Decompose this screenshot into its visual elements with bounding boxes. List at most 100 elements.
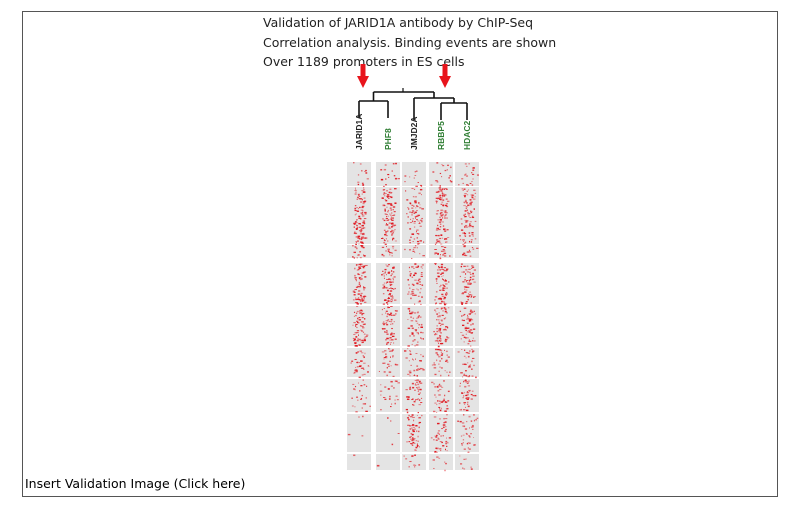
binding-event-mark <box>436 241 438 243</box>
binding-event-mark <box>361 325 364 327</box>
binding-event-mark <box>363 265 366 268</box>
binding-event-mark <box>463 458 466 460</box>
binding-event-mark <box>390 323 392 325</box>
binding-event-mark <box>395 380 398 382</box>
binding-event-mark <box>355 213 357 215</box>
binding-event-mark <box>385 356 388 359</box>
binding-event-mark <box>462 232 464 234</box>
binding-event-mark <box>363 384 366 386</box>
binding-event-mark <box>394 240 397 242</box>
binding-event-mark <box>383 185 385 187</box>
binding-event-mark <box>357 236 360 238</box>
binding-event-mark <box>356 320 359 322</box>
binding-event-mark <box>355 298 358 300</box>
binding-event-mark <box>405 357 408 359</box>
binding-event-mark <box>359 198 362 200</box>
binding-event-mark <box>435 213 439 215</box>
binding-event-mark <box>360 294 362 297</box>
binding-event-mark <box>412 317 415 319</box>
binding-event-mark <box>387 363 390 365</box>
binding-event-mark <box>366 385 368 387</box>
binding-event-mark <box>444 188 447 190</box>
binding-event-mark <box>418 446 420 448</box>
binding-event-mark <box>356 227 358 229</box>
binding-event-mark <box>440 354 443 356</box>
binding-event-mark <box>465 458 467 460</box>
binding-event-mark <box>357 174 360 176</box>
binding-event-mark <box>449 371 451 373</box>
binding-event-mark <box>436 339 438 341</box>
binding-event-mark <box>359 312 362 314</box>
heatmap-track-block <box>376 379 400 412</box>
binding-event-mark <box>413 426 415 428</box>
binding-event-mark <box>443 398 445 400</box>
binding-event-mark <box>387 320 389 322</box>
binding-event-mark <box>466 391 469 393</box>
binding-event-mark <box>407 216 409 218</box>
binding-event-mark <box>358 382 359 384</box>
binding-event-mark <box>435 396 437 398</box>
binding-event-mark <box>355 247 358 250</box>
binding-event-mark <box>416 312 419 314</box>
binding-event-mark <box>361 193 363 195</box>
binding-event-mark <box>466 396 468 399</box>
binding-event-mark <box>410 218 412 220</box>
binding-event-mark <box>412 195 414 198</box>
binding-event-mark <box>436 353 438 356</box>
binding-event-mark <box>385 274 387 276</box>
binding-event-mark <box>465 333 467 335</box>
binding-event-mark <box>381 253 384 256</box>
binding-event-mark <box>384 350 387 352</box>
binding-event-mark <box>471 424 474 427</box>
binding-event-mark <box>463 205 466 207</box>
binding-event-mark <box>414 389 416 391</box>
binding-event-mark <box>386 333 389 335</box>
binding-event-mark <box>467 298 469 301</box>
binding-event-mark <box>386 337 389 340</box>
binding-event-mark <box>467 397 470 399</box>
binding-event-mark <box>469 199 472 201</box>
binding-event-mark <box>381 328 384 330</box>
binding-event-mark <box>386 330 388 332</box>
binding-event-mark <box>436 200 439 203</box>
binding-event-mark <box>361 230 363 232</box>
insert-validation-image-link[interactable]: Insert Validation Image (Click here) <box>25 476 246 491</box>
binding-event-mark <box>416 282 419 284</box>
binding-event-mark <box>386 278 389 280</box>
binding-event-mark <box>449 175 451 177</box>
binding-event-mark <box>443 270 446 272</box>
binding-event-mark <box>462 281 465 283</box>
binding-event-mark <box>357 235 361 237</box>
binding-event-mark <box>354 289 358 291</box>
binding-event-mark <box>418 422 421 424</box>
binding-event-mark <box>392 232 395 234</box>
binding-event-mark <box>418 380 421 383</box>
binding-event-mark <box>469 364 471 366</box>
binding-event-mark <box>394 363 397 366</box>
binding-event-mark <box>389 196 391 198</box>
binding-event-mark <box>405 389 408 391</box>
binding-event-mark <box>419 291 421 294</box>
binding-event-mark <box>417 411 419 414</box>
binding-event-mark <box>385 214 388 216</box>
binding-event-mark <box>361 374 364 376</box>
binding-event-mark <box>382 293 385 295</box>
binding-event-mark <box>440 209 443 211</box>
binding-event-mark <box>440 407 442 410</box>
binding-event-mark <box>441 293 444 296</box>
binding-event-mark <box>418 421 422 423</box>
binding-event-mark <box>467 286 470 288</box>
binding-event-mark <box>460 372 463 374</box>
binding-event-mark <box>384 232 387 234</box>
heatmap-track-block <box>455 263 479 304</box>
binding-event-mark <box>358 317 361 319</box>
binding-event-mark <box>386 302 389 304</box>
binding-event-mark <box>361 227 364 229</box>
binding-event-mark <box>354 406 356 408</box>
binding-event-mark <box>355 340 357 342</box>
binding-event-mark <box>412 387 415 389</box>
binding-event-mark <box>353 257 355 259</box>
binding-event-mark <box>356 198 358 200</box>
binding-event-mark <box>464 163 467 165</box>
binding-event-mark <box>411 444 414 446</box>
